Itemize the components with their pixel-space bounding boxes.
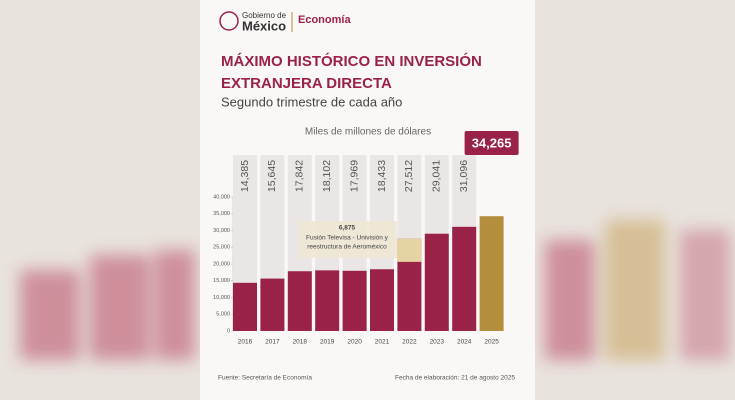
bar — [260, 278, 285, 331]
value-label: 34,265 — [472, 135, 512, 150]
bar — [424, 233, 449, 331]
logo-agency: Economía — [298, 14, 351, 26]
x-tick-label: 2017 — [265, 339, 280, 346]
y-tick-label: 10,000 — [213, 295, 230, 301]
source: Fuente: Secretaría de Economía — [218, 375, 312, 382]
y-tick-label: 30,000 — [213, 228, 230, 234]
y-tick-label: 40,000 — [213, 194, 230, 200]
y-axis-title: Miles de millones de dólares — [305, 127, 431, 138]
y-tick-label: 0 — [227, 328, 230, 334]
value-label: 15,645 — [266, 160, 278, 192]
annotation-box — [298, 221, 397, 258]
bar — [370, 269, 394, 331]
y-tick-label: 35,000 — [213, 211, 230, 217]
value-label: 29,041 — [431, 160, 443, 192]
annotation-segment — [397, 238, 422, 262]
value-label: 14,385 — [239, 160, 251, 192]
annotation-value: 6,875 — [339, 225, 356, 232]
y-tick-label: 15,000 — [213, 278, 230, 284]
x-tick-label: 2021 — [375, 339, 390, 346]
title-line: MÁXIMO HISTÓRICO EN INVERSIÓN — [221, 52, 482, 70]
bar — [315, 270, 340, 331]
bar — [479, 216, 504, 331]
blurred-backdrop — [20, 220, 730, 360]
x-tick-label: 2016 — [238, 339, 253, 346]
x-tick-label: 2018 — [293, 339, 308, 346]
annotation-text: reestructura de Aeroméxico — [307, 244, 387, 251]
y-tick-label: 25,000 — [213, 245, 230, 251]
value-label: 17,842 — [294, 160, 306, 192]
logo-line2: México — [242, 18, 286, 33]
value-label: 18,102 — [321, 160, 333, 192]
value-label: 27,512 — [403, 160, 415, 192]
y-tick-label: 20,000 — [213, 261, 230, 267]
date: Fecha de elaboración: 21 de agosto 2025 — [395, 375, 515, 382]
logo-line1: Gobierno de — [242, 11, 287, 20]
value-label: 17,969 — [348, 160, 360, 192]
value-label: 31,096 — [458, 160, 470, 192]
annotation-text: Fusión Televisa - Univisión y — [306, 235, 389, 242]
subtitle: Segundo trimestre de cada año — [221, 94, 402, 109]
bar — [342, 270, 367, 331]
title-line: EXTRANJERA DIRECTA — [221, 75, 392, 92]
x-tick-label: 2024 — [457, 339, 472, 346]
value-label: 18,433 — [376, 160, 388, 192]
y-tick-label: 5,000 — [216, 312, 230, 318]
x-tick-label: 2023 — [430, 339, 445, 346]
x-tick-label: 2020 — [347, 339, 362, 346]
x-tick-label: 2019 — [320, 339, 335, 346]
x-tick-label: 2025 — [484, 339, 499, 346]
highlight-box — [464, 131, 519, 155]
bar — [452, 226, 477, 331]
bar — [287, 271, 312, 331]
bar — [233, 282, 257, 331]
x-tick-label: 2022 — [402, 339, 417, 346]
emblem — [219, 11, 239, 31]
